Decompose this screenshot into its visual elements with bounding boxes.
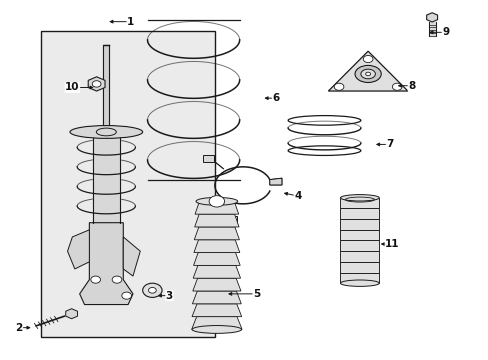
Polygon shape xyxy=(191,317,242,329)
Text: 8: 8 xyxy=(407,81,414,91)
Polygon shape xyxy=(340,208,379,219)
Polygon shape xyxy=(269,178,282,185)
Polygon shape xyxy=(340,262,379,273)
Polygon shape xyxy=(123,237,140,276)
Text: 4: 4 xyxy=(294,191,301,201)
Polygon shape xyxy=(193,253,240,265)
Polygon shape xyxy=(80,223,133,305)
Ellipse shape xyxy=(340,280,379,287)
Polygon shape xyxy=(192,278,241,291)
Text: 10: 10 xyxy=(65,82,80,93)
Circle shape xyxy=(391,83,401,90)
Text: 7: 7 xyxy=(386,139,393,149)
Polygon shape xyxy=(203,155,213,162)
Polygon shape xyxy=(340,240,379,251)
Polygon shape xyxy=(192,291,241,304)
FancyBboxPatch shape xyxy=(41,31,215,337)
Ellipse shape xyxy=(360,69,375,79)
Circle shape xyxy=(112,276,122,283)
Ellipse shape xyxy=(196,197,237,205)
Circle shape xyxy=(92,81,101,87)
Ellipse shape xyxy=(70,126,142,138)
Polygon shape xyxy=(223,216,237,224)
Circle shape xyxy=(333,83,343,90)
Polygon shape xyxy=(195,201,238,214)
Text: 1: 1 xyxy=(127,17,134,27)
Polygon shape xyxy=(194,240,239,253)
Ellipse shape xyxy=(365,72,370,76)
Ellipse shape xyxy=(354,66,381,82)
Polygon shape xyxy=(340,198,379,208)
Text: 6: 6 xyxy=(272,93,279,103)
Text: 11: 11 xyxy=(385,239,399,249)
Text: 9: 9 xyxy=(441,27,448,37)
Circle shape xyxy=(363,55,372,63)
Text: 5: 5 xyxy=(252,289,260,299)
Polygon shape xyxy=(67,230,89,269)
Polygon shape xyxy=(269,178,282,185)
Text: 3: 3 xyxy=(165,291,173,301)
Text: 2: 2 xyxy=(16,323,22,333)
Polygon shape xyxy=(340,251,379,262)
Polygon shape xyxy=(340,219,379,230)
Polygon shape xyxy=(340,230,379,240)
Circle shape xyxy=(122,292,131,299)
Polygon shape xyxy=(193,265,240,278)
Circle shape xyxy=(142,283,162,297)
Circle shape xyxy=(148,288,156,293)
Circle shape xyxy=(209,195,224,207)
Polygon shape xyxy=(192,304,241,317)
Polygon shape xyxy=(194,214,239,227)
Polygon shape xyxy=(194,227,239,240)
Polygon shape xyxy=(340,273,379,283)
Polygon shape xyxy=(328,51,407,91)
Circle shape xyxy=(91,276,101,283)
Ellipse shape xyxy=(192,325,241,333)
Ellipse shape xyxy=(340,195,379,201)
